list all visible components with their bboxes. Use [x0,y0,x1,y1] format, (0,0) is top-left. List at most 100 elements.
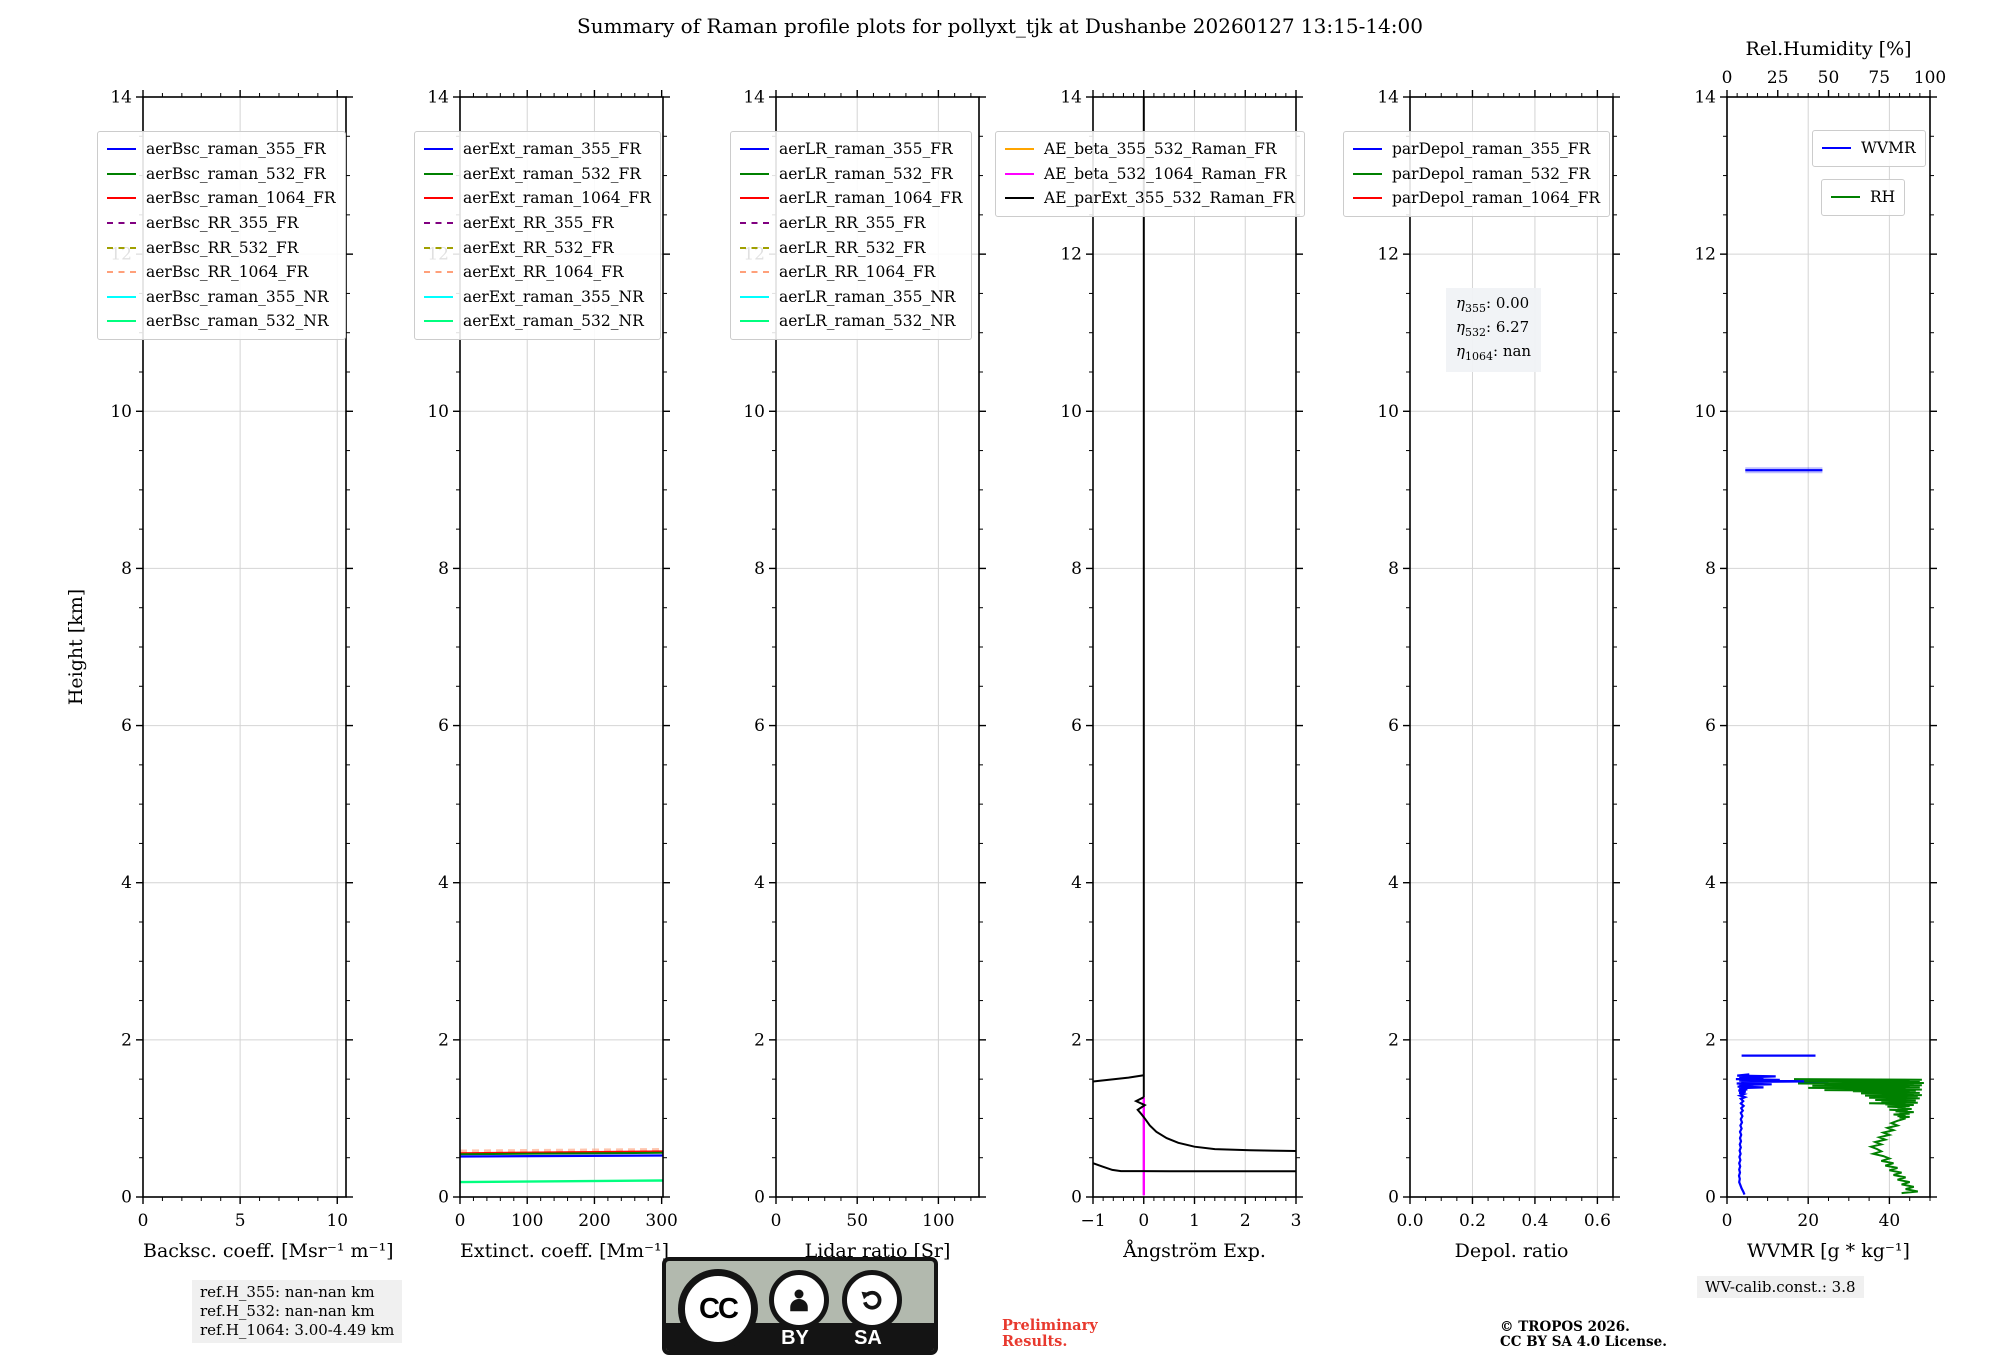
legend-label: RH [1870,188,1896,207]
svg-text:100: 100 [1914,68,1946,88]
legend-item: aerLR_raman_532_NR [740,309,962,334]
legend-label: aerExt_raman_532_FR [463,164,641,183]
series-AE_parExt_355_532_Raman_FR [1133,1096,1297,1152]
legend-item: aerLR_raman_355_NR [740,285,962,310]
legend-line-sample [740,222,769,225]
legend-item: parDepol_raman_532_FR [1353,162,1600,187]
legend-item: aerLR_raman_532_FR [740,162,962,187]
cc-attribution-person-icon [769,1270,829,1330]
legend-line-sample [1005,172,1034,175]
svg-text:0: 0 [1722,68,1733,88]
svg-text:12: 12 [1377,245,1399,265]
svg-text:14: 14 [743,88,765,108]
svg-text:0.4: 0.4 [1521,1211,1548,1231]
legend-label: aerLR_raman_1064_FR [779,189,963,208]
ref-height-355: ref.H_355: nan-nan km [200,1283,375,1301]
svg-text:0: 0 [438,1188,449,1208]
svg-text:3: 3 [1291,1211,1302,1231]
legend-item: aerExt_RR_1064_FR [424,260,651,285]
legend-item: AE_beta_355_532_Raman_FR [1005,137,1295,162]
svg-text:0: 0 [1705,1188,1716,1208]
cc-sharealike-arrow-icon [842,1270,902,1330]
x-axis-label-lidar-ratio: Lidar ratio [Sr] [804,1240,951,1262]
legend-item: aerBsc_RR_355_FR [107,211,336,236]
legend-item: aerExt_raman_532_NR [424,309,651,334]
legend-panel-4: AE_beta_355_532_Raman_FR AE_beta_532_1064… [995,131,1305,217]
svg-text:1: 1 [1189,1211,1200,1231]
svg-text:2: 2 [1705,1030,1716,1050]
legend-label: aerBsc_raman_532_FR [146,164,326,183]
legend-item: aerBsc_raman_1064_FR [107,186,336,211]
svg-text:6: 6 [1071,716,1082,736]
legend-line-sample [1353,172,1382,175]
svg-text:4: 4 [438,873,449,893]
svg-text:14: 14 [427,88,449,108]
legend-label: aerExt_raman_1064_FR [463,189,651,208]
svg-text:4: 4 [121,873,132,893]
legend-item: WVMR [1822,136,1916,161]
legend-label: aerExt_raman_355_NR [463,287,644,306]
series-aerExt_RR_1064_FR [459,1148,664,1153]
legend-line-sample [424,222,453,225]
legend-panel-5: parDepol_raman_355_FR parDepol_raman_532_… [1343,131,1611,217]
legend-label: AE_parExt_355_532_Raman_FR [1044,189,1295,208]
svg-text:6: 6 [1388,716,1399,736]
x-axis-label-extinction: Extinct. coeff. [Mm⁻¹] [460,1240,670,1262]
legend-item: parDepol_raman_355_FR [1353,137,1600,162]
svg-text:2: 2 [1071,1030,1082,1050]
panel-plot-6: 0 20 40 0 2 4 6 8 10 12 14 0 25 50 75 100 [1694,68,1946,1231]
legend-label: parDepol_raman_532_FR [1392,164,1591,183]
legend-line-sample [740,246,769,249]
legend-item: aerExt_raman_1064_FR [424,186,651,211]
legend-line-sample [107,271,136,274]
legend-label: parDepol_raman_355_FR [1392,140,1591,159]
reference-height-annotation: ref.H_355: nan-nan km ref.H_532: nan-nan… [192,1280,403,1343]
legend-item: RH [1831,185,1895,210]
svg-text:0: 0 [1722,1211,1733,1231]
svg-text:4: 4 [1071,873,1082,893]
eta-value-row: η1064: nan [1456,342,1532,363]
panel-plot-2: 010020030002468101214 [427,88,678,1232]
legend-line-sample [424,320,453,323]
legend-label: aerBsc_raman_355_FR [146,140,326,159]
legend-line-sample [1822,147,1851,150]
svg-text:6: 6 [1705,716,1716,736]
svg-text:2: 2 [754,1030,765,1050]
svg-text:300: 300 [645,1211,677,1231]
top-axis-label-rel-humidity: Rel.Humidity [%] [1745,38,1912,60]
svg-text:2: 2 [1388,1030,1399,1050]
svg-text:0.2: 0.2 [1459,1211,1486,1231]
legend-line-sample [107,148,136,151]
legend-label: parDepol_raman_1064_FR [1392,189,1601,208]
legend-line-sample [107,295,136,298]
legend-line-sample [1831,196,1860,199]
legend-item: aerExt_raman_355_FR [424,137,651,162]
svg-text:0: 0 [1071,1188,1082,1208]
svg-text:14: 14 [1377,88,1399,108]
figure-title: Summary of Raman profile plots for polly… [577,14,1423,38]
svg-text:6: 6 [121,716,132,736]
y-axis-label: Height [km] [65,588,87,706]
svg-text:4: 4 [1705,873,1716,893]
legend-label: WVMR [1861,139,1916,158]
legend-item: AE_parExt_355_532_Raman_FR [1005,186,1295,211]
svg-text:8: 8 [1705,559,1716,579]
legend-line-sample [107,246,136,249]
legend-item: aerBsc_raman_355_NR [107,285,336,310]
x-axis-label-angstrom: Ångström Exp. [1123,1240,1266,1262]
legend-line-sample [424,246,453,249]
svg-text:50: 50 [1818,68,1840,88]
legend-label: aerExt_RR_532_FR [463,238,614,257]
legend-item: aerBsc_RR_1064_FR [107,260,336,285]
svg-text:−1: −1 [1080,1211,1105,1231]
x-axis-label-depol: Depol. ratio [1454,1240,1569,1262]
legend-label: aerLR_raman_355_FR [779,140,953,159]
svg-text:12: 12 [1694,245,1716,265]
cc-by-sa-badge: CC BY SA [662,1257,938,1355]
legend-line-sample [740,320,769,323]
